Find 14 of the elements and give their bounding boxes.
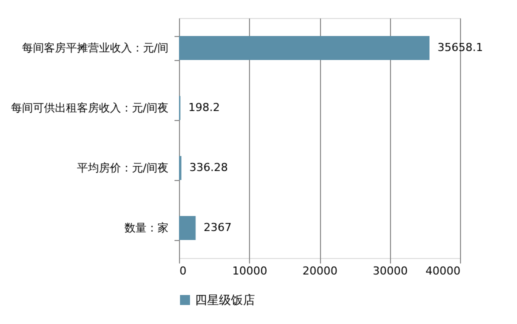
x-tick-label: 10000 <box>232 264 268 278</box>
data-label: 198.2 <box>188 101 220 114</box>
data-label: 35658.1 <box>438 41 483 54</box>
y-tick-label: 平均房价：元/间夜 <box>76 162 168 174</box>
x-tick-label: 0 <box>180 264 186 278</box>
data-label: 336.28 <box>189 161 228 174</box>
y-tick-label: 每间客房平摊营业收入：元/间 <box>22 42 168 54</box>
x-tick-label: 40000 <box>426 264 460 278</box>
x-tick-label: 30000 <box>372 264 408 278</box>
y-tick-label: 每间可供出租客房收入：元/间夜 <box>10 102 168 114</box>
y-tick-label: 数量：家 <box>124 222 168 234</box>
legend-label: 四星级饭店 <box>195 293 255 307</box>
data-label: 2367 <box>204 221 232 234</box>
x-tick-label: 20000 <box>302 264 338 278</box>
